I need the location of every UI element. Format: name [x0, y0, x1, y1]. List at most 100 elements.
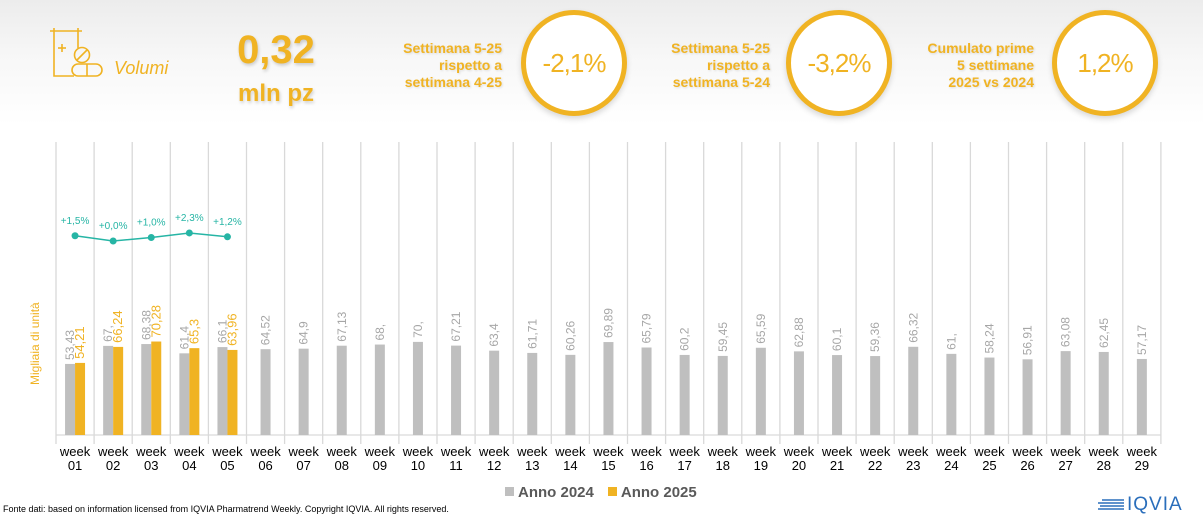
x-tick-label: 05	[220, 458, 234, 473]
x-tick-label: week	[707, 444, 739, 459]
x-tick-label: 22	[868, 458, 882, 473]
x-tick-label: week	[1011, 444, 1043, 459]
x-tick-label: week	[935, 444, 967, 459]
legend-label-2025: Anno 2025	[620, 484, 697, 501]
kpi-week-vs-lastyear-label: Settimana 5-25 rispetto a settimana 5-24	[660, 40, 770, 91]
bar-2024	[217, 347, 228, 435]
x-tick-label: 08	[335, 458, 349, 473]
bar-2025	[189, 348, 200, 435]
x-tick-label: week	[859, 444, 891, 459]
x-tick-label: 09	[373, 458, 387, 473]
bar-label-2024: 70,	[411, 321, 425, 338]
growth-point	[185, 229, 193, 237]
bar-2024	[793, 351, 804, 435]
growth-label: +1,2%	[213, 217, 242, 228]
growth-label: +1,5%	[61, 216, 90, 227]
x-tick-label: week	[592, 444, 624, 459]
kpi-label-line: 2025 vs 2024	[948, 74, 1034, 90]
bar-2024	[489, 350, 500, 435]
bar-label-2024: 69,89	[601, 308, 615, 338]
total-unit: mln pz	[238, 80, 314, 107]
bar-label-2024: 53,43	[63, 330, 77, 360]
x-tick-label: week	[440, 444, 472, 459]
bar-2024	[755, 347, 766, 435]
x-tick-label: week	[668, 444, 700, 459]
x-tick-label: week	[897, 444, 929, 459]
kpi-label-line: settimana 4-25	[404, 74, 502, 90]
bar-label-2024: 63,08	[1059, 317, 1073, 347]
bar-label-2025: 66,24	[110, 310, 125, 343]
bar-label-2024: 67,	[101, 325, 115, 342]
bar-2024	[717, 355, 728, 435]
bar-2024	[527, 352, 538, 435]
bar-2024	[451, 345, 462, 435]
bar-2024	[260, 349, 271, 435]
bar-2025	[151, 341, 162, 435]
x-tick-label: week	[783, 444, 815, 459]
bar-2024	[984, 357, 995, 435]
iqvia-logo: IQVIA	[1098, 494, 1183, 516]
bar-label-2024: 63,4	[487, 323, 501, 347]
x-tick-label: week	[326, 444, 358, 459]
x-tick-label: 14	[563, 458, 577, 473]
bar-label-2025: 65,3	[186, 319, 201, 344]
x-tick-label: week	[97, 444, 129, 459]
x-tick-label: week	[516, 444, 548, 459]
iqvia-logo-mark-icon	[1098, 499, 1124, 510]
x-tick-label: 25	[982, 458, 996, 473]
x-tick-label: 13	[525, 458, 539, 473]
x-tick-label: week	[211, 444, 243, 459]
bar-2024	[412, 341, 423, 435]
bar-label-2024: 66,32	[906, 312, 920, 342]
bar-2024	[374, 344, 385, 435]
x-tick-label: 01	[68, 458, 82, 473]
bar-label-2024: 59,36	[868, 322, 882, 352]
legend-swatch-2024	[505, 487, 514, 496]
bar-2024	[870, 356, 881, 435]
x-tick-label: week	[821, 444, 853, 459]
bar-label-2024: 62,88	[792, 317, 806, 347]
bar-2024	[908, 346, 919, 435]
bar-2024	[141, 344, 152, 435]
metric-label: Volumi	[114, 58, 169, 78]
x-tick-label: week	[173, 444, 205, 459]
x-tick-label: week	[630, 444, 662, 459]
x-tick-label: 28	[1097, 458, 1111, 473]
legend-item-2024: Anno 2024	[505, 484, 594, 501]
x-tick-label: week	[287, 444, 319, 459]
growth-point	[147, 234, 155, 241]
bar-label-2025: 70,28	[148, 305, 163, 338]
iqvia-logo-text: IQVIA	[1127, 494, 1183, 515]
source-footnote: Fonte dati: based on information license…	[3, 504, 449, 514]
kpi-label-line: Settimana 5-25	[403, 40, 502, 56]
y-axis-label: Migliaia di unità	[28, 302, 42, 385]
kpi-label-line: Settimana 5-25	[671, 40, 770, 56]
x-tick-label: week	[478, 444, 510, 459]
bar-label-2024: 61,4	[177, 326, 191, 350]
x-tick-label: 29	[1135, 458, 1149, 473]
bar-label-2024: 67,13	[335, 311, 349, 341]
bar-label-2025: 54,21	[72, 326, 87, 359]
weekly-volume-chart: 53,4354,21week0167,66,24week0268,3870,28…	[55, 142, 1162, 473]
kpi-week-vs-prev-label: Settimana 5-25 rispetto a settimana 4-25	[392, 40, 502, 91]
legend-item-2025: Anno 2025	[607, 484, 697, 501]
kpi-label-line: rispetto a	[706, 57, 770, 73]
bar-2024	[1022, 359, 1033, 435]
bar-label-2024: 58,24	[982, 323, 996, 353]
bar-2024	[641, 347, 652, 435]
kpi-cumulative-label: Cumulato prime 5 settimane 2025 vs 2024	[920, 40, 1034, 91]
bar-label-2024: 68,	[373, 324, 387, 341]
bar-2024	[336, 345, 347, 435]
chart-legend: Anno 2024 Anno 2025	[505, 484, 697, 501]
bar-label-2024: 60,1	[830, 327, 844, 351]
x-tick-label: week	[973, 444, 1005, 459]
bar-label-2024: 66,1	[215, 319, 229, 343]
bar-2025	[227, 349, 238, 435]
bar-2024	[65, 363, 76, 435]
bar-label-2024: 64,9	[297, 321, 311, 345]
total-value: 0,32	[237, 28, 315, 72]
x-tick-label: week	[745, 444, 777, 459]
x-tick-label: 16	[639, 458, 653, 473]
bar-2024	[679, 354, 690, 435]
x-tick-label: week	[1049, 444, 1081, 459]
